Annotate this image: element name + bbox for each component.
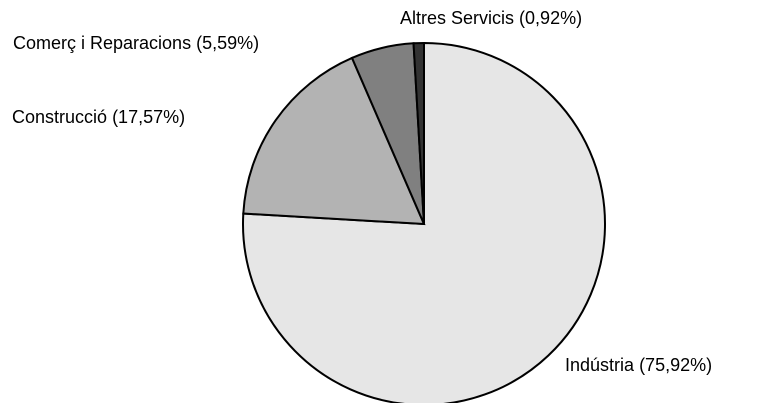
pie-slice (242, 56, 426, 226)
value-label: (5,59%) (196, 33, 259, 53)
category-name: Comerç i Reparacions (13, 33, 191, 53)
pie-slice (242, 41, 606, 403)
category-name: Indústria (565, 355, 635, 375)
value-label: (75,92%) (639, 355, 712, 375)
slice-label: Altres Servicis (0,92%) (400, 8, 582, 28)
category-name: Altres Servicis (400, 8, 514, 28)
slice-label: Comerç i Reparacions (5,59%) (13, 33, 259, 53)
category-name: Construcció (12, 107, 107, 127)
pie-slice (412, 41, 425, 225)
value-label: (0,92%) (519, 8, 582, 28)
value-label: (17,57%) (112, 107, 185, 127)
slice-label: Indústria (75,92%) (565, 355, 712, 375)
slice-label: Construcció (17,57%) (12, 107, 185, 127)
